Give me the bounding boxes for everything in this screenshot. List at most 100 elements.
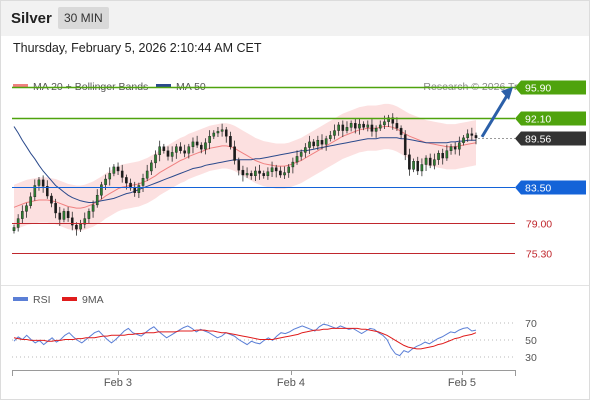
candle-body — [329, 135, 332, 139]
candle-body — [333, 130, 336, 136]
legend-swatch — [13, 84, 28, 88]
candle-body — [50, 195, 53, 204]
candle-body — [233, 146, 236, 161]
candle-body — [462, 137, 465, 143]
candle-body — [158, 146, 161, 156]
ma20-line — [13, 126, 477, 209]
rsi-legend-label: 9MA — [82, 294, 104, 306]
forecast-arrow-head — [501, 86, 513, 100]
price-tag — [521, 131, 586, 146]
legend-swatch — [156, 84, 171, 88]
candle-body — [33, 185, 37, 198]
candle-body — [316, 140, 320, 147]
timeframe-button[interactable]: 30 MIN — [58, 7, 109, 29]
candle-body — [83, 218, 87, 225]
candle-body — [283, 172, 286, 176]
rsi-tick-label: 70 — [525, 318, 537, 330]
candle-body — [212, 132, 216, 137]
candle-body — [100, 184, 103, 196]
candle-body — [262, 173, 266, 177]
candle-body — [170, 152, 174, 157]
candle-body — [79, 224, 82, 230]
candle-body — [383, 121, 386, 126]
candle-body — [62, 211, 66, 220]
candle-body — [424, 157, 428, 165]
candle-body — [145, 170, 149, 179]
candle-body — [449, 146, 453, 151]
candle-body — [229, 136, 232, 147]
candle-body — [441, 152, 445, 159]
candle-body — [270, 167, 274, 172]
candle-body — [120, 170, 124, 178]
candle-body — [412, 161, 415, 170]
x-tick-label: Feb 4 — [277, 377, 305, 389]
candle-body — [195, 141, 199, 146]
candle-body — [266, 171, 270, 177]
candle-body — [125, 177, 128, 184]
candle-body — [308, 141, 311, 148]
candle-body — [249, 173, 253, 177]
symbol-title: Silver — [11, 10, 52, 27]
price-tag-label: 89.56 — [525, 134, 551, 146]
candle-body — [54, 203, 57, 214]
candle-body — [224, 129, 228, 137]
candle-body — [349, 123, 353, 128]
candle-body — [341, 124, 345, 131]
candle-body — [353, 123, 357, 129]
candle-body — [166, 150, 170, 157]
candle-body — [378, 124, 382, 129]
candle-body — [387, 117, 390, 122]
candle-body — [237, 160, 241, 171]
candle-body — [187, 146, 191, 154]
candle-body — [91, 204, 95, 212]
candle-body — [254, 170, 257, 177]
candle-body — [116, 166, 120, 172]
candle-body — [179, 146, 182, 151]
candle-body — [58, 212, 62, 220]
candle-body — [312, 141, 315, 147]
candle-body — [395, 123, 399, 129]
candle-body — [324, 138, 328, 145]
rsi-tick-label: 50 — [525, 335, 537, 347]
candle-body — [133, 187, 137, 193]
candle-body — [87, 211, 91, 219]
rsi-legend-label: RSI — [33, 294, 51, 306]
candle-body — [320, 140, 324, 145]
candle-body — [362, 123, 365, 128]
candle-body — [199, 144, 203, 150]
forecast-arrow-shaft — [480, 93, 510, 138]
candle-body — [75, 224, 78, 230]
price-tag — [521, 180, 586, 195]
candle-body — [241, 169, 245, 176]
candle-body — [216, 131, 220, 134]
candle-body — [95, 194, 99, 206]
candle-body — [445, 150, 449, 159]
candle-body — [191, 141, 195, 147]
candle-body — [274, 167, 278, 172]
candle-body — [41, 179, 45, 187]
candle-body — [154, 154, 157, 164]
rsi-ma-line — [13, 327, 477, 350]
target-level-label: 75.30 — [526, 249, 552, 261]
rsi-tick-label: 30 — [525, 352, 537, 364]
price-tag-arrow — [515, 111, 521, 126]
candle-body — [416, 161, 420, 172]
candle-body — [399, 127, 403, 135]
candle-body — [279, 170, 282, 176]
candle-body — [470, 133, 474, 136]
candle-body — [428, 157, 432, 166]
candle-body — [474, 135, 478, 139]
candle-body — [45, 186, 49, 197]
candle-body — [141, 178, 145, 186]
candle-body — [304, 147, 307, 153]
candle-body — [299, 152, 303, 157]
candle-body — [458, 142, 461, 150]
candle-body — [21, 211, 24, 219]
candle-body — [150, 162, 153, 172]
price-tag-label: 92.10 — [525, 114, 551, 126]
price-tag — [521, 80, 586, 95]
candle-body — [408, 154, 411, 170]
candle-body — [245, 173, 249, 176]
candle-body — [137, 185, 141, 193]
